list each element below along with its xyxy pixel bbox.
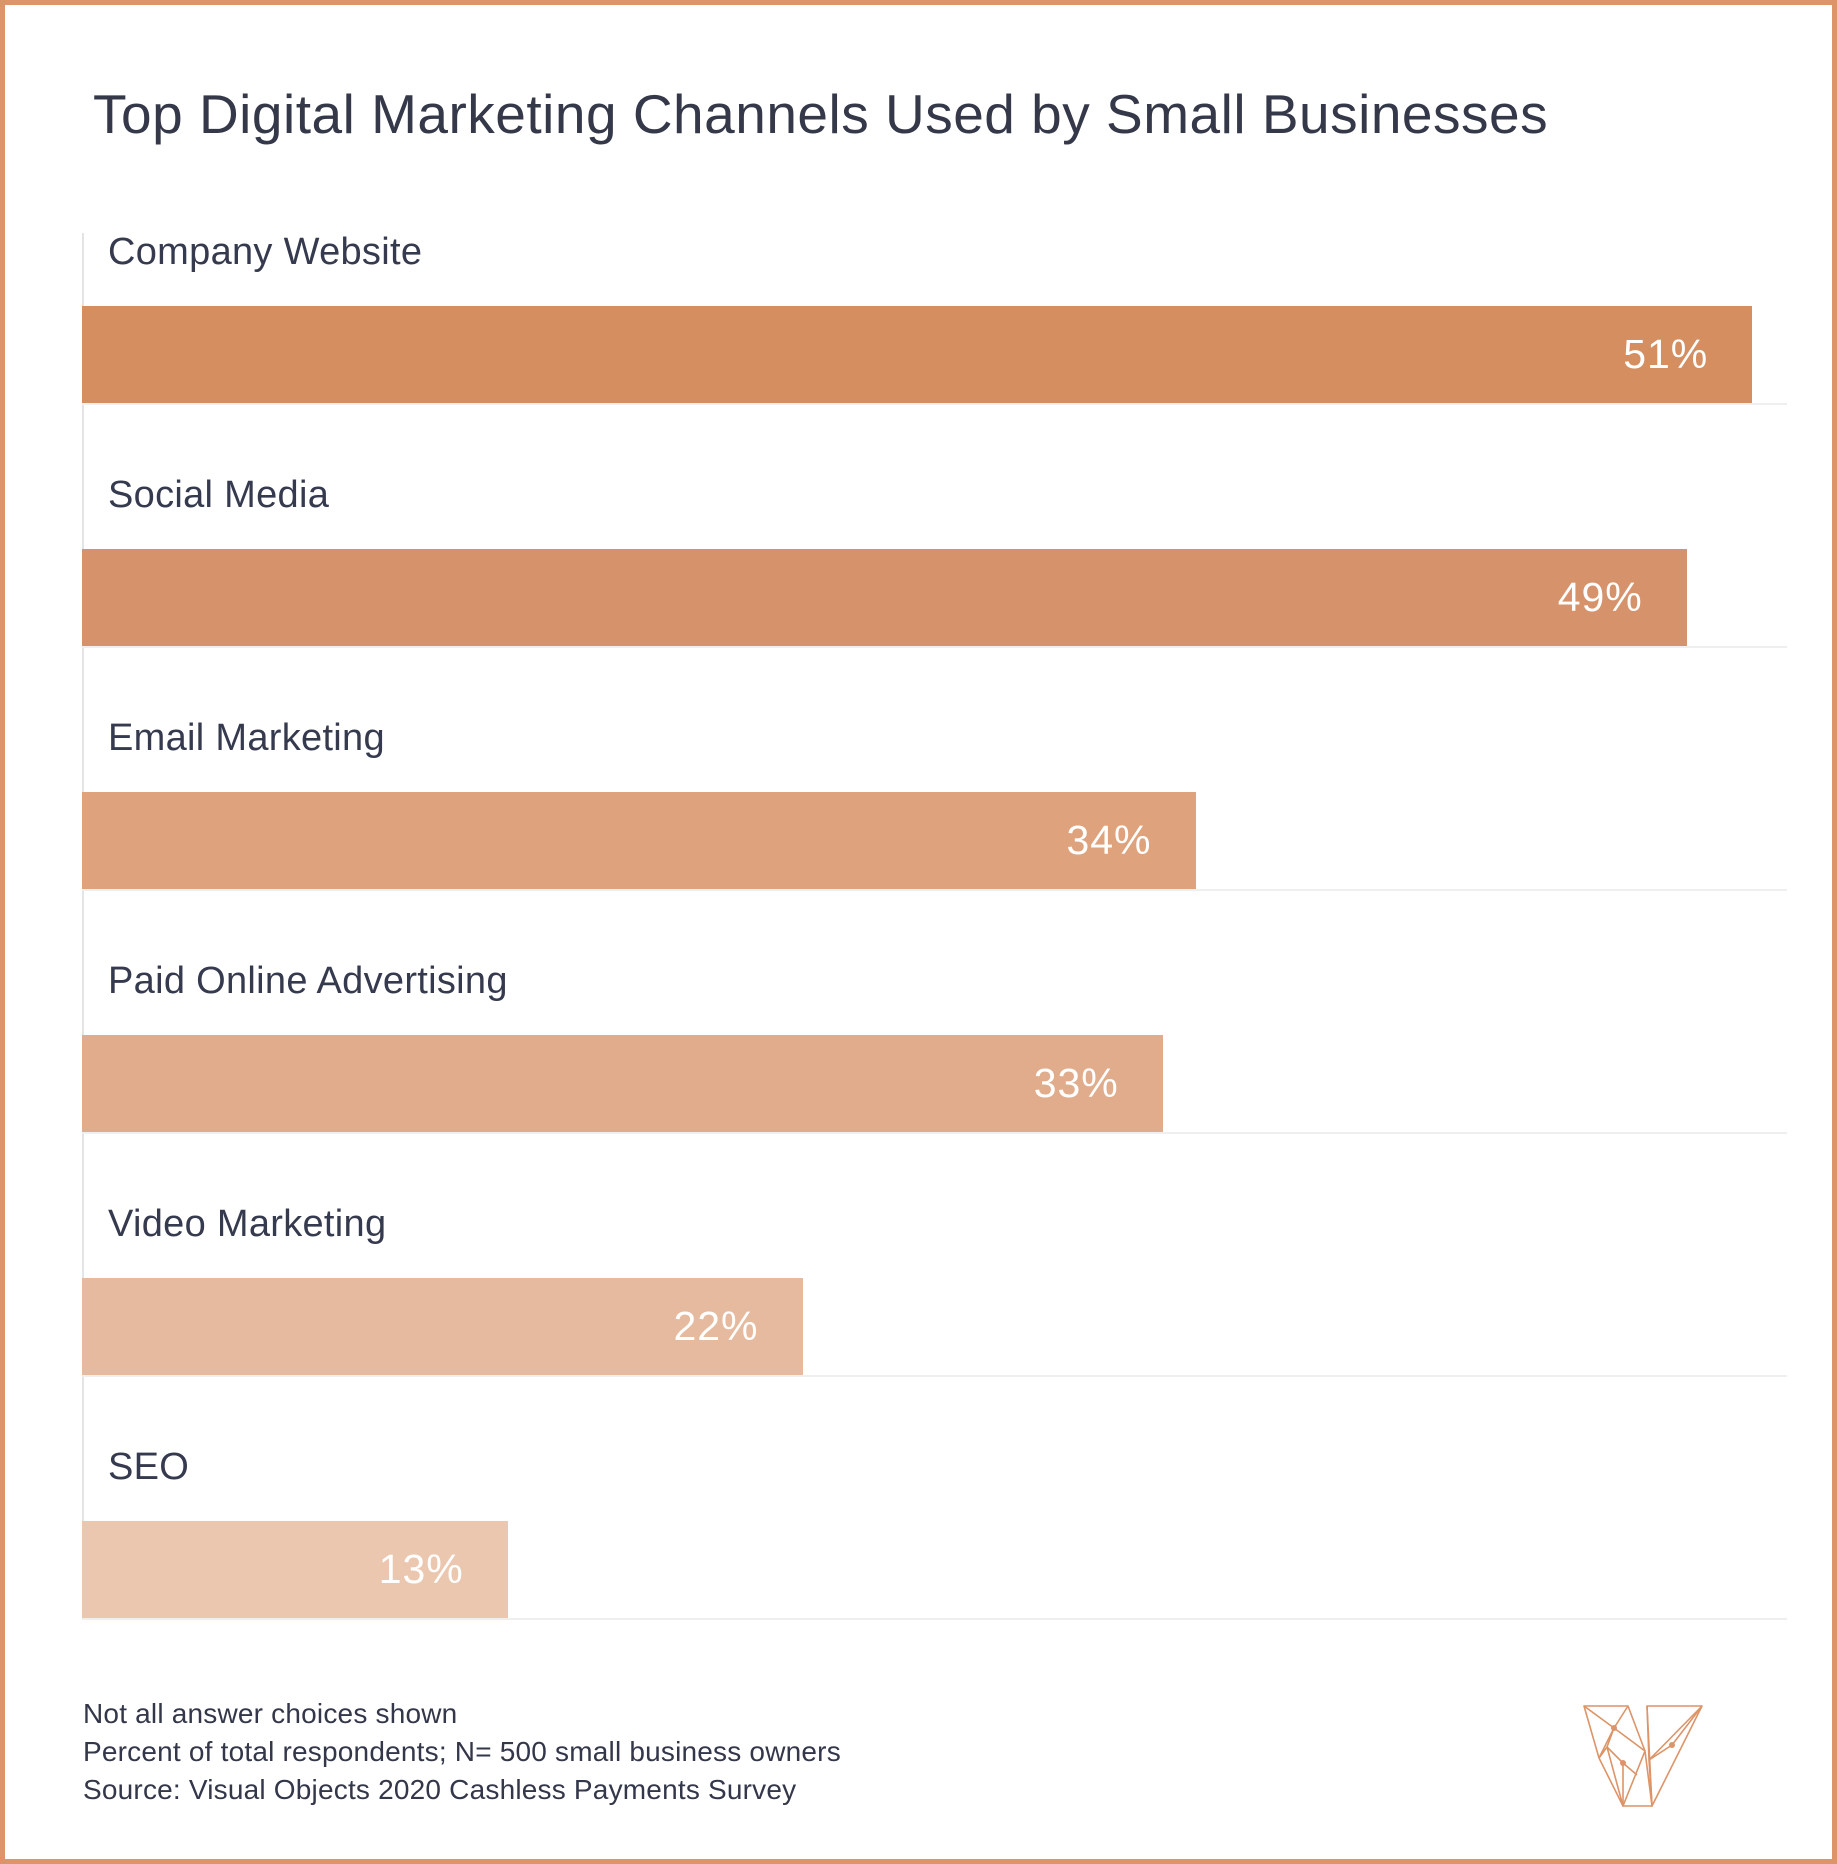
bar-value-label: 22% [673,1303,759,1349]
footnote-respondents: Percent of total respondents; N= 500 sma… [83,1736,841,1767]
bar-track: 34% [82,792,1832,891]
bar-chart: Company Website 51% Social Media 49% Ema… [82,229,1832,1687]
chart-row: Email Marketing 34% [82,715,1832,891]
bar-label: Video Marketing [108,1203,387,1245]
bar-value-label: 51% [1623,331,1709,377]
chart-row: Company Website 51% [82,229,1832,405]
bar-paid-online-advertising: 33% [82,1035,1163,1132]
chart-row: Video Marketing 22% [82,1201,1832,1377]
row-separator [82,1132,1787,1134]
row-separator [82,889,1787,891]
row-separator [82,403,1787,405]
bar-track: 33% [82,1035,1832,1134]
chart-row: Paid Online Advertising 33% [82,958,1832,1134]
bar-email-marketing: 34% [82,792,1196,889]
bar-value-label: 34% [1066,817,1152,863]
y-axis-line [82,233,84,1612]
bar-label: Email Marketing [108,717,385,759]
bar-company-website: 51% [82,306,1753,403]
footnote-answer-choices: Not all answer choices shown [83,1698,458,1729]
footnotes: Not all answer choices shown Percent of … [83,1695,841,1809]
bar-label: Paid Online Advertising [108,960,508,1002]
chart-row: Social Media 49% [82,472,1832,648]
footnote-source: Source: Visual Objects 2020 Cashless Pay… [83,1774,797,1805]
bar-seo: 13% [82,1521,508,1618]
bar-video-marketing: 22% [82,1278,803,1375]
chart-row: SEO 13% [82,1444,1832,1620]
bar-track: 51% [82,306,1832,405]
bar-label: Social Media [108,474,330,516]
bar-value-label: 49% [1557,574,1643,620]
visual-objects-logo-icon [1583,1705,1703,1807]
row-separator [82,1618,1787,1620]
bar-value-label: 33% [1033,1060,1119,1106]
bar-track: 22% [82,1278,1832,1377]
bar-value-label: 13% [378,1546,464,1592]
bar-track: 49% [82,549,1832,648]
bar-track: 13% [82,1521,1832,1620]
bar-social-media: 49% [82,549,1687,646]
bar-label: SEO [108,1446,190,1488]
row-separator [82,1375,1787,1377]
row-separator [82,646,1787,648]
bar-label: Company Website [108,231,423,273]
chart-title: Top Digital Marketing Channels Used by S… [93,83,1549,145]
